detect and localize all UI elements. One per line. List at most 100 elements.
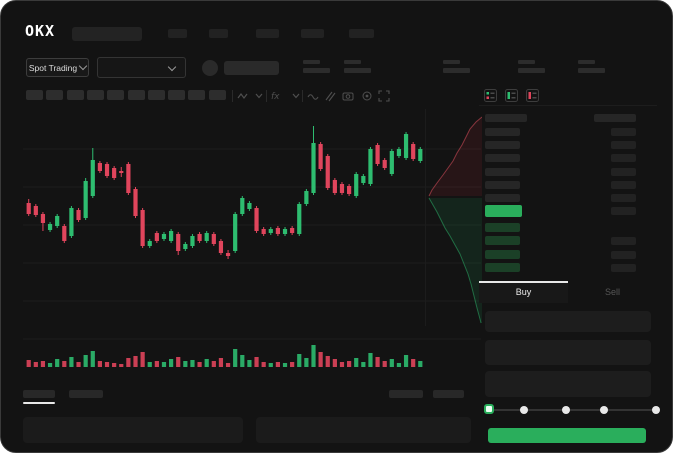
ask-amount-placeholder — [611, 128, 636, 136]
last-price-highlight[interactable] — [485, 205, 522, 217]
slider-stop[interactable] — [562, 406, 570, 414]
bid-price-placeholder — [485, 223, 520, 232]
slider-stop[interactable] — [520, 406, 528, 414]
chevron-down-icon[interactable] — [289, 89, 303, 103]
stat-label-placeholder — [578, 60, 595, 64]
market-type-label: Spot Trading — [28, 62, 78, 73]
nav-item-placeholder[interactable] — [301, 29, 324, 38]
nav-item-placeholder[interactable] — [209, 29, 228, 38]
bottom-tab-1-placeholder[interactable] — [23, 390, 55, 398]
depth-chart[interactable] — [425, 109, 482, 326]
stat-label-placeholder — [443, 60, 460, 64]
interval-button-placeholder[interactable] — [188, 90, 206, 100]
nav-item-placeholder[interactable] — [256, 29, 279, 38]
ask-price-placeholder — [485, 180, 520, 189]
chevron-down-icon — [78, 61, 88, 71]
ask-amount-placeholder — [611, 207, 636, 216]
tab-sell-label: Sell — [604, 287, 620, 297]
amount-slider-track[interactable] — [490, 409, 656, 411]
stat-value-placeholder — [518, 68, 545, 73]
bid-price-placeholder — [485, 263, 520, 273]
interval-button-placeholder[interactable] — [107, 90, 125, 100]
nav-item-placeholder[interactable] — [168, 29, 187, 38]
interval-button-placeholder[interactable] — [127, 90, 145, 100]
bid-amount-placeholder — [611, 237, 636, 245]
stat-value-placeholder — [443, 68, 470, 73]
ask-price-placeholder — [485, 167, 520, 176]
chevron-down-icon[interactable] — [252, 89, 266, 103]
ask-amount-placeholder — [611, 194, 636, 202]
orderbook-header-price-placeholder — [485, 114, 527, 122]
interval-button-placeholder[interactable] — [26, 90, 43, 100]
drawing-tool-icon[interactable] — [323, 89, 337, 103]
interval-button-placeholder[interactable] — [46, 90, 64, 100]
bottom-tab-active-underline — [23, 402, 55, 404]
stat-value-placeholder — [578, 68, 605, 73]
stat-value-placeholder — [344, 68, 371, 73]
indicators-fx-icon[interactable]: fx — [269, 89, 283, 103]
bid-amount-placeholder — [611, 250, 636, 259]
candle-style-icon[interactable] — [236, 89, 250, 103]
settings-icon[interactable] — [360, 89, 374, 103]
search-bar-placeholder[interactable] — [72, 27, 142, 41]
stat-label-placeholder — [518, 60, 535, 64]
market-type-selector[interactable]: Spot Trading — [26, 58, 89, 77]
bid-amount-placeholder — [611, 264, 636, 272]
line-tool-icon[interactable] — [306, 89, 320, 103]
candlestick-chart[interactable] — [23, 106, 481, 376]
order-form-tabs: Buy Sell — [479, 281, 657, 303]
ask-amount-placeholder — [611, 141, 636, 150]
fullscreen-icon[interactable] — [377, 89, 391, 103]
orderbook-header-amount-placeholder — [594, 114, 636, 122]
nav-item-placeholder[interactable] — [349, 29, 374, 38]
bid-price-placeholder — [485, 249, 520, 259]
pair-selector-dropdown[interactable] — [97, 57, 186, 78]
slider-handle[interactable] — [484, 404, 494, 414]
divider — [232, 90, 233, 102]
ask-amount-placeholder — [611, 180, 636, 189]
interval-button-placeholder[interactable] — [168, 90, 186, 100]
book-asks-icon[interactable] — [526, 89, 539, 102]
tab-buy[interactable]: Buy — [479, 281, 568, 303]
book-both-icon[interactable] — [484, 89, 497, 102]
okx-logo: OKX — [25, 22, 56, 40]
interval-button-placeholder[interactable] — [147, 90, 165, 100]
ask-amount-placeholder — [611, 167, 636, 176]
divider — [302, 90, 303, 102]
history-panel-placeholder — [256, 417, 471, 443]
stat-label-placeholder — [344, 60, 361, 64]
buy-button[interactable] — [488, 428, 646, 443]
divider — [479, 105, 657, 106]
bottom-action-2-placeholder[interactable] — [433, 390, 464, 398]
book-bids-icon[interactable] — [505, 89, 518, 102]
interval-button-placeholder[interactable] — [86, 90, 104, 100]
ask-price-placeholder — [485, 154, 520, 163]
tab-buy-label: Buy — [515, 287, 532, 297]
tab-sell[interactable]: Sell — [568, 281, 657, 303]
bid-price-placeholder — [485, 236, 520, 246]
bottom-tab-2-placeholder[interactable] — [69, 390, 103, 398]
price-input-placeholder[interactable] — [485, 311, 651, 332]
divider — [266, 90, 267, 102]
chevron-down-icon — [167, 62, 177, 72]
ask-price-placeholder — [485, 128, 520, 136]
bottom-action-1-placeholder[interactable] — [389, 390, 423, 398]
stat-label-placeholder — [303, 60, 320, 64]
stat-value-placeholder — [303, 68, 330, 73]
pair-name-placeholder — [224, 61, 279, 75]
ask-price-placeholder — [485, 194, 520, 202]
orders-panel-placeholder — [23, 417, 243, 443]
interval-button-placeholder[interactable] — [208, 90, 226, 100]
amount-input-placeholder[interactable] — [485, 340, 651, 365]
ask-price-placeholder — [485, 141, 520, 150]
svg-text:fx: fx — [271, 92, 280, 102]
token-avatar — [202, 60, 218, 76]
slider-stop[interactable] — [652, 406, 660, 414]
interval-button-placeholder[interactable] — [66, 90, 84, 100]
slider-stop[interactable] — [600, 406, 608, 414]
total-input-placeholder[interactable] — [485, 371, 651, 397]
ask-amount-placeholder — [611, 154, 636, 163]
camera-snapshot-icon[interactable] — [341, 89, 355, 103]
